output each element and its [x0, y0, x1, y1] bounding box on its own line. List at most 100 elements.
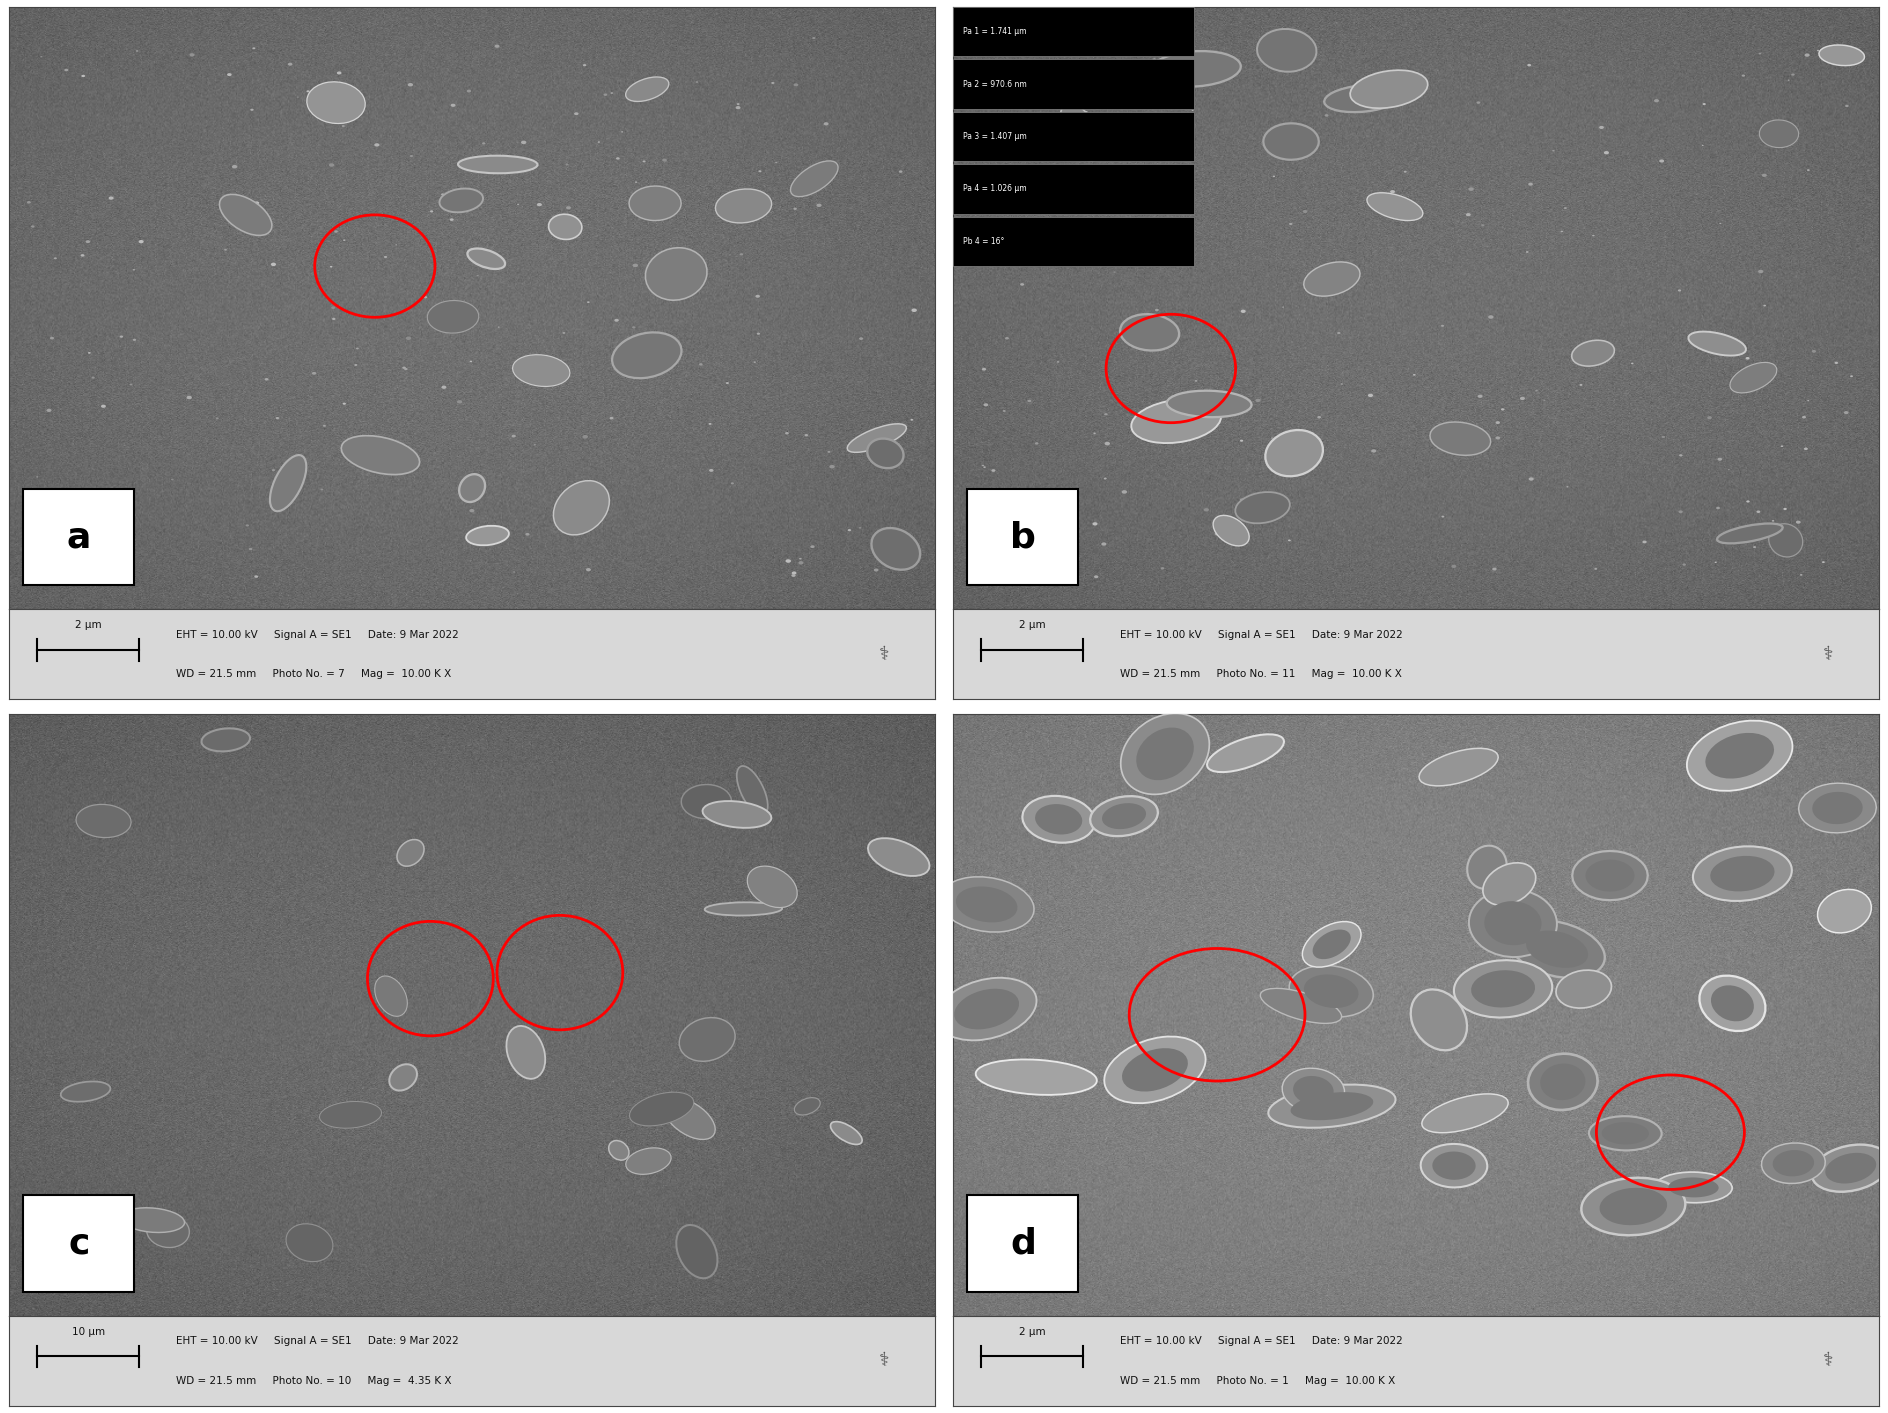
Ellipse shape [1754, 545, 1756, 548]
Ellipse shape [1121, 714, 1210, 794]
Ellipse shape [615, 157, 619, 160]
Ellipse shape [816, 203, 821, 206]
Ellipse shape [470, 360, 472, 362]
Ellipse shape [867, 438, 904, 468]
Ellipse shape [64, 69, 68, 71]
Ellipse shape [26, 201, 30, 203]
Ellipse shape [49, 336, 55, 339]
Ellipse shape [995, 558, 1001, 561]
Ellipse shape [563, 332, 565, 333]
Ellipse shape [1452, 565, 1456, 568]
Ellipse shape [60, 1081, 110, 1102]
Ellipse shape [1801, 415, 1807, 418]
Text: WD = 21.5 mm     Photo No. = 10     Mag =  4.35 K X: WD = 21.5 mm Photo No. = 10 Mag = 4.35 K… [176, 1376, 451, 1386]
Ellipse shape [1271, 437, 1273, 439]
Ellipse shape [270, 263, 276, 266]
Text: Pa 4 = 1.026 μm: Pa 4 = 1.026 μm [963, 185, 1027, 194]
Ellipse shape [791, 571, 797, 575]
Ellipse shape [1433, 1152, 1476, 1180]
Ellipse shape [1501, 408, 1505, 411]
Ellipse shape [680, 1017, 734, 1061]
Text: 2 μm: 2 μm [76, 620, 102, 630]
Ellipse shape [1454, 961, 1552, 1017]
Ellipse shape [740, 253, 744, 256]
Ellipse shape [189, 54, 194, 57]
Ellipse shape [255, 575, 259, 578]
Ellipse shape [1678, 454, 1682, 456]
Ellipse shape [1003, 410, 1006, 413]
Ellipse shape [1699, 975, 1765, 1031]
Ellipse shape [1586, 859, 1635, 892]
Ellipse shape [451, 103, 455, 107]
Ellipse shape [1682, 564, 1686, 565]
Ellipse shape [757, 332, 761, 335]
Ellipse shape [976, 113, 982, 117]
Ellipse shape [132, 268, 136, 270]
Bar [23, 489, 134, 585]
Ellipse shape [1093, 575, 1099, 578]
Ellipse shape [374, 976, 408, 1016]
Ellipse shape [1484, 901, 1541, 945]
Ellipse shape [1835, 362, 1839, 365]
Ellipse shape [955, 886, 1018, 923]
Ellipse shape [270, 455, 306, 512]
Ellipse shape [1305, 261, 1359, 297]
Ellipse shape [1552, 150, 1554, 151]
Ellipse shape [85, 240, 91, 243]
Text: a: a [66, 520, 91, 554]
Ellipse shape [1323, 85, 1401, 112]
Ellipse shape [999, 82, 1001, 85]
Ellipse shape [1488, 315, 1493, 319]
Ellipse shape [470, 509, 474, 513]
Ellipse shape [1035, 804, 1082, 835]
Ellipse shape [1599, 126, 1605, 129]
Ellipse shape [227, 73, 232, 76]
Ellipse shape [755, 295, 761, 298]
Ellipse shape [638, 88, 642, 90]
Ellipse shape [1023, 796, 1095, 842]
Ellipse shape [1527, 1054, 1597, 1111]
Ellipse shape [506, 1026, 546, 1078]
Ellipse shape [1261, 988, 1342, 1023]
Ellipse shape [1746, 357, 1750, 359]
Ellipse shape [476, 274, 480, 277]
Ellipse shape [753, 362, 755, 363]
Text: Pa 3 = 1.407 μm: Pa 3 = 1.407 μm [963, 131, 1027, 141]
Ellipse shape [1150, 51, 1240, 86]
Ellipse shape [859, 338, 863, 341]
Ellipse shape [329, 164, 334, 167]
Ellipse shape [251, 109, 253, 110]
Ellipse shape [430, 211, 432, 212]
Text: ⚕: ⚕ [1822, 1351, 1833, 1371]
Ellipse shape [1845, 411, 1848, 414]
Ellipse shape [1601, 1122, 1648, 1145]
Ellipse shape [312, 372, 317, 374]
Ellipse shape [1760, 120, 1799, 147]
Ellipse shape [1599, 1188, 1667, 1225]
Ellipse shape [1495, 437, 1501, 439]
Ellipse shape [1303, 211, 1308, 213]
Ellipse shape [440, 188, 483, 212]
Ellipse shape [1176, 246, 1180, 247]
Ellipse shape [1471, 971, 1535, 1007]
Ellipse shape [1257, 28, 1316, 72]
Ellipse shape [449, 218, 453, 220]
Ellipse shape [708, 422, 712, 425]
Ellipse shape [147, 1215, 189, 1248]
Ellipse shape [1420, 1145, 1488, 1187]
Ellipse shape [583, 64, 587, 66]
Ellipse shape [342, 435, 419, 475]
Ellipse shape [1282, 1068, 1344, 1112]
Ellipse shape [1167, 390, 1252, 417]
Text: b: b [1010, 520, 1037, 554]
Ellipse shape [1061, 103, 1101, 161]
Ellipse shape [793, 83, 799, 86]
Ellipse shape [859, 527, 861, 528]
Ellipse shape [1267, 493, 1271, 497]
Ellipse shape [1771, 520, 1775, 521]
Ellipse shape [1121, 490, 1127, 493]
Ellipse shape [1101, 543, 1106, 545]
Ellipse shape [410, 155, 413, 157]
Text: Pa 2 = 970.6 nm: Pa 2 = 970.6 nm [963, 79, 1027, 89]
Ellipse shape [1707, 417, 1712, 420]
